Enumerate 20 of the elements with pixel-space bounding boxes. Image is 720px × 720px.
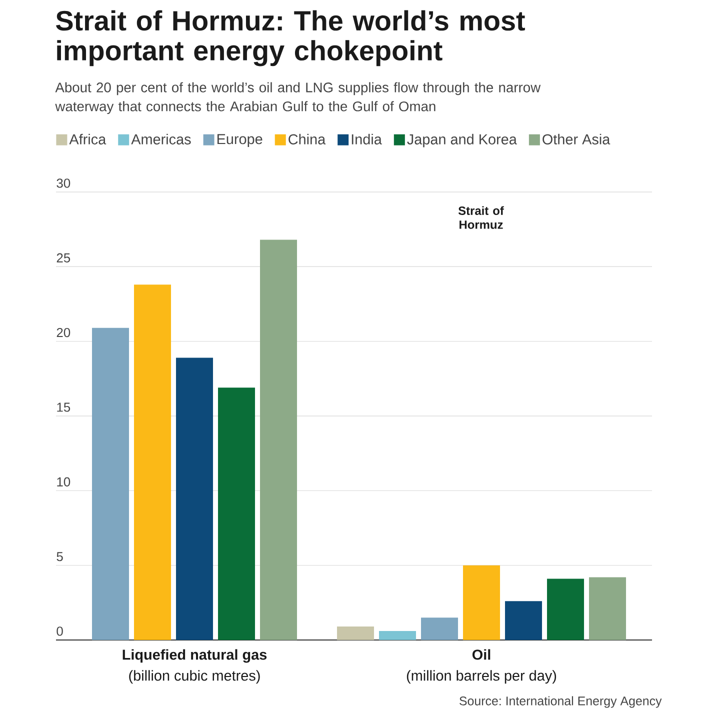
y-tick-label: 10 <box>57 477 70 486</box>
y-tick-label: 30 <box>56 178 70 188</box>
y-tick-label: 25 <box>56 253 70 262</box>
annotation: Strait of Hormuz <box>458 206 504 229</box>
legend-label: Europe <box>217 134 262 148</box>
legend-label: China <box>288 134 326 144</box>
legend-label: India <box>352 134 382 144</box>
legend-label: Japan and Korea <box>407 134 517 148</box>
chart-title: Strait of Hormuz: The world’s most important energy chokepoint <box>56 10 525 66</box>
source-note: Source: International Energy Agency <box>460 696 662 708</box>
legend-label: Other Asia <box>542 134 610 144</box>
x-tick-label: Liquefied natural gas (billion cubic metres) <box>122 649 267 684</box>
chart-subtitle: About 20 per cent of the world’s oil and LNG supplies flow through the narrow waterway that connects the Arabian Gulf to the Gulf of Oman <box>55 82 541 114</box>
y-tick-label: 20 <box>56 328 70 338</box>
y-tick-label: 15 <box>57 402 70 412</box>
legend-label: Africa <box>69 134 106 144</box>
y-tick-label: 5 <box>56 552 63 562</box>
y-tick-label: 0 <box>56 626 63 636</box>
legend-label: Americas <box>131 134 191 144</box>
x-tick-label: Oil (million barrels per day) <box>406 649 556 684</box>
